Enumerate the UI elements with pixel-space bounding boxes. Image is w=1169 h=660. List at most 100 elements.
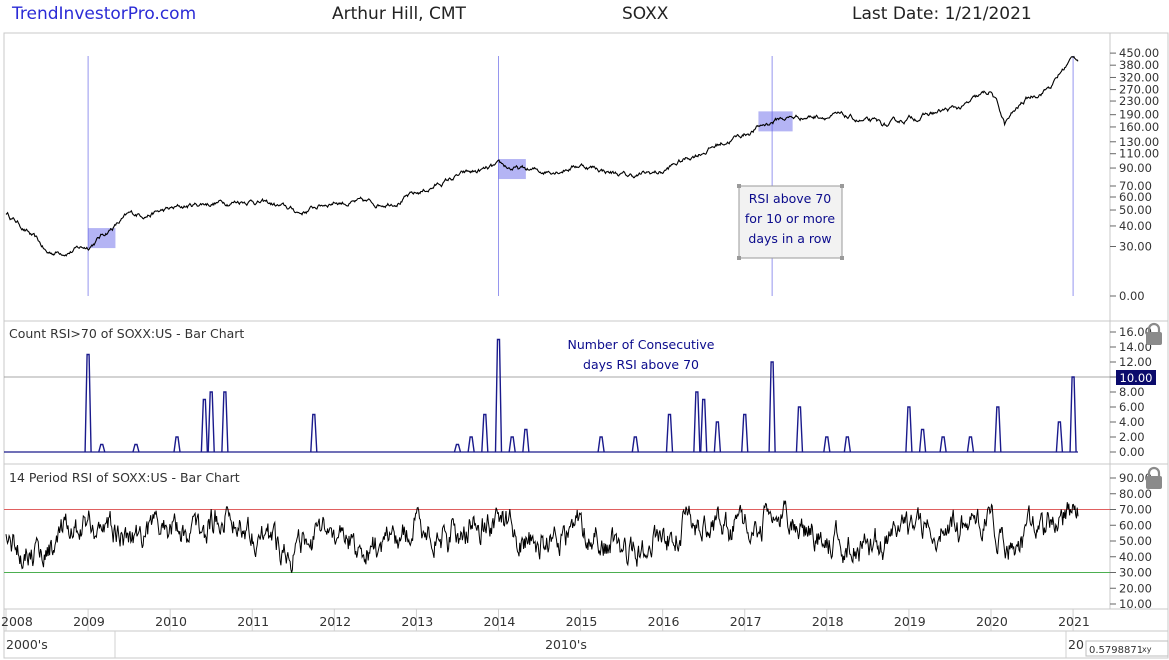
count-spike bbox=[823, 436, 831, 453]
rsi-tick-label: 40.00 bbox=[1119, 550, 1152, 564]
rsi-tick-label: 80.00 bbox=[1119, 487, 1152, 501]
year-tick-label: 2016 bbox=[648, 614, 680, 629]
price-line bbox=[5, 55, 1079, 257]
rsi-tick-label: 60.00 bbox=[1119, 518, 1152, 532]
count-spike bbox=[508, 436, 516, 453]
brand-link[interactable]: TrendInvestorPro.com bbox=[12, 4, 197, 24]
price-tick-label: 40.00 bbox=[1119, 219, 1152, 233]
rsi-tick-label: 10.00 bbox=[1119, 597, 1152, 611]
stock-chart[interactable]: 0.0030.0040.0050.0060.0070.0090.00110.00… bbox=[0, 32, 1169, 660]
count-value-badge-text: 10.00 bbox=[1120, 371, 1153, 385]
rsi-panel-title: 14 Period RSI of SOXX:US - Bar Chart bbox=[9, 470, 240, 485]
zoom-value-box[interactable] bbox=[1085, 640, 1169, 657]
rsi-line bbox=[5, 500, 1079, 573]
year-tick-label: 2019 bbox=[894, 614, 926, 629]
symbol-label: SOXX bbox=[622, 4, 669, 24]
year-tick-label: 2017 bbox=[730, 614, 762, 629]
price-tick-label: 190.00 bbox=[1119, 108, 1159, 122]
count-spike bbox=[597, 436, 605, 453]
count-tick-label: 6.00 bbox=[1119, 400, 1145, 414]
year-tick-label: 2009 bbox=[73, 614, 105, 629]
rsi-tick-label: 20.00 bbox=[1119, 581, 1152, 595]
year-tick-label: 2014 bbox=[483, 614, 515, 629]
rsi-highlight-zone bbox=[758, 111, 793, 132]
price-tick-label: 230.00 bbox=[1119, 94, 1159, 108]
year-tick-label: 2013 bbox=[401, 614, 433, 629]
count-spike bbox=[700, 398, 708, 453]
year-tick-label: 2021 bbox=[1058, 614, 1090, 629]
count-spike bbox=[741, 413, 749, 453]
rsi-annotation-box: RSI above 70 for 10 or more days in a ro… bbox=[737, 184, 844, 260]
year-tick-label: 2010 bbox=[155, 614, 187, 629]
chart-header: TrendInvestorPro.com Arthur Hill, CMT SO… bbox=[0, 0, 1169, 32]
count-spike bbox=[939, 436, 947, 453]
count-spike bbox=[481, 413, 489, 453]
rsi-tick-label: 30.00 bbox=[1119, 566, 1152, 580]
last-date-label: Last Date: 1/21/2021 bbox=[852, 4, 1032, 24]
count-spike bbox=[631, 436, 639, 453]
xy-icon: xy bbox=[1142, 645, 1152, 654]
annotation-line-3: days in a row bbox=[748, 231, 831, 246]
count-spike bbox=[173, 436, 181, 453]
count-spike bbox=[843, 436, 852, 453]
count-spike bbox=[221, 391, 229, 453]
year-tick-label: 2011 bbox=[237, 614, 269, 629]
count-spike bbox=[713, 421, 722, 453]
count-layer bbox=[4, 338, 1110, 453]
year-tick-label: 2015 bbox=[566, 614, 598, 629]
lock-icon[interactable] bbox=[1146, 322, 1162, 345]
rsi-layer bbox=[4, 500, 1110, 573]
price-tick-label: 60.00 bbox=[1119, 190, 1152, 204]
count-spike bbox=[1069, 376, 1077, 453]
count-spike bbox=[467, 436, 475, 453]
year-tick-label: 2020 bbox=[976, 614, 1008, 629]
count-tick-label: 16.00 bbox=[1119, 325, 1152, 339]
count-spike bbox=[207, 391, 215, 453]
rsi-panel-frame bbox=[3, 463, 1169, 610]
count-spike bbox=[494, 338, 503, 453]
decade-axis-frame bbox=[3, 630, 1169, 659]
lock-icon[interactable] bbox=[1146, 466, 1162, 489]
annotation-line-1: RSI above 70 bbox=[749, 191, 832, 206]
count-spike bbox=[200, 398, 209, 453]
count-value-badge bbox=[1116, 370, 1156, 385]
count-tick-label: 12.00 bbox=[1119, 355, 1152, 369]
count-spike bbox=[453, 443, 462, 453]
price-tick-label: 320.00 bbox=[1119, 70, 1159, 84]
count-spike bbox=[98, 443, 106, 453]
count-tick-label: 0.00 bbox=[1119, 445, 1145, 459]
count-spike bbox=[994, 406, 1002, 453]
decade-label: 2000's bbox=[6, 637, 48, 652]
price-tick-label: 0.00 bbox=[1119, 289, 1145, 303]
annotation-line-2: for 10 or more bbox=[745, 211, 835, 226]
price-tick-label: 30.00 bbox=[1119, 239, 1152, 253]
count-spike bbox=[665, 413, 674, 453]
count-note-line-2: days RSI above 70 bbox=[583, 357, 699, 372]
price-tick-label: 70.00 bbox=[1119, 179, 1152, 193]
count-tick-label: 14.00 bbox=[1119, 340, 1152, 354]
axis-layer: 0.0030.0040.0050.0060.0070.0090.00110.00… bbox=[1, 46, 1159, 658]
year-tick-label: 2018 bbox=[812, 614, 844, 629]
count-spike bbox=[966, 436, 975, 453]
price-panel-frame bbox=[3, 32, 1169, 322]
price-tick-label: 160.00 bbox=[1119, 120, 1159, 134]
price-tick-label: 270.00 bbox=[1119, 83, 1159, 97]
price-layer bbox=[5, 55, 1079, 296]
count-spike bbox=[522, 428, 530, 453]
count-tick-label: 8.00 bbox=[1119, 385, 1145, 399]
price-tick-label: 380.00 bbox=[1119, 58, 1159, 72]
count-spike bbox=[310, 413, 318, 453]
count-tick-label: 2.00 bbox=[1119, 430, 1145, 444]
count-tick-label: 4.00 bbox=[1119, 415, 1145, 429]
count-spike bbox=[795, 406, 804, 453]
count-spike bbox=[918, 428, 927, 453]
count-panel-title: Count RSI>70 of SOXX:US - Bar Chart bbox=[9, 326, 244, 341]
decade-label: 2010's bbox=[545, 637, 587, 652]
zoom-value-text: 0.5798871 bbox=[1089, 645, 1143, 656]
year-tick-label: 2008 bbox=[1, 614, 33, 629]
count-spike bbox=[84, 353, 92, 453]
year-tick-label: 2012 bbox=[319, 614, 351, 629]
count-spike bbox=[768, 361, 776, 453]
decade-label: 20 bbox=[1068, 637, 1084, 652]
author-label: Arthur Hill, CMT bbox=[332, 4, 466, 24]
